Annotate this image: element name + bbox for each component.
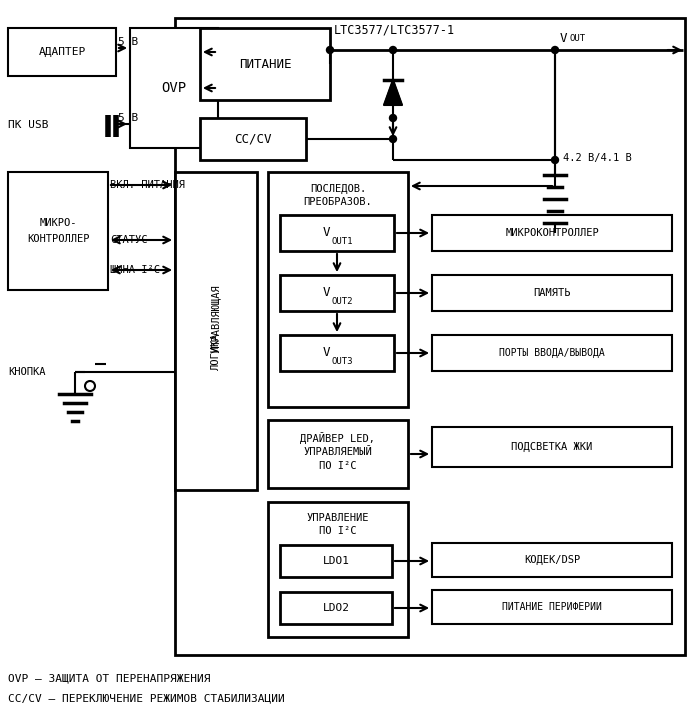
Bar	[280, 275, 394, 311]
Text: КНОПКА: КНОПКА	[8, 367, 46, 377]
Bar	[8, 172, 108, 290]
Text: V: V	[323, 226, 330, 240]
Text: OVP: OVP	[162, 81, 187, 95]
Bar	[432, 275, 672, 311]
Text: V: V	[323, 347, 330, 360]
Text: OUT: OUT	[569, 34, 585, 43]
Text: OUT2: OUT2	[332, 297, 354, 306]
Text: 5 В: 5 В	[118, 37, 139, 47]
Text: ВКЛ. ПИТАНИЯ: ВКЛ. ПИТАНИЯ	[110, 180, 185, 190]
Circle shape	[552, 47, 559, 53]
Text: ПИТАНИЕ: ПИТАНИЕ	[239, 58, 291, 71]
Bar	[268, 502, 408, 637]
Bar	[280, 545, 392, 577]
Polygon shape	[384, 80, 402, 105]
Text: CC/CV: CC/CV	[234, 132, 272, 146]
Text: КОДЕК/DSP: КОДЕК/DSP	[524, 555, 580, 565]
Text: ПИТАНИЕ ПЕРИФЕРИИ: ПИТАНИЕ ПЕРИФЕРИИ	[502, 602, 602, 612]
Text: УПРАВЛЕНИЕ: УПРАВЛЕНИЕ	[307, 513, 370, 523]
Text: ПК USB: ПК USB	[8, 120, 48, 130]
Bar	[280, 215, 394, 251]
Text: КОНТРОЛЛЕР: КОНТРОЛЛЕР	[27, 234, 90, 244]
Text: ПОСЛЕДОВ.: ПОСЛЕДОВ.	[310, 184, 366, 194]
Text: ЛОГИКА: ЛОГИКА	[211, 332, 221, 370]
Text: CC/CV – ПЕРЕКЛЮЧЕНИЕ РЕЖИМОВ СТАБИЛИЗАЦИИ: CC/CV – ПЕРЕКЛЮЧЕНИЕ РЕЖИМОВ СТАБИЛИЗАЦИ…	[8, 693, 285, 703]
Text: ПОРТЫ ВВОДА/ВЫВОДА: ПОРТЫ ВВОДА/ВЫВОДА	[499, 348, 605, 358]
Text: V: V	[560, 31, 568, 44]
Bar	[130, 28, 218, 148]
Bar	[280, 335, 394, 371]
Text: ПО I²C: ПО I²C	[319, 461, 357, 471]
Text: УПРАВЛЯЮЩАЯ: УПРАВЛЯЮЩАЯ	[211, 285, 221, 353]
Text: OVP – ЗАЩИТА ОТ ПЕРЕНАПРЯЖЕНИЯ: OVP – ЗАЩИТА ОТ ПЕРЕНАПРЯЖЕНИЯ	[8, 673, 211, 683]
Bar	[268, 420, 408, 488]
Bar	[432, 543, 672, 577]
Bar	[200, 28, 330, 100]
Text: ШИНА I²C: ШИНА I²C	[110, 265, 160, 275]
Circle shape	[552, 157, 559, 164]
Text: УПРАВЛЯЕМЫЙ: УПРАВЛЯЕМЫЙ	[304, 447, 372, 457]
Bar	[8, 28, 116, 76]
Text: ДРАЙВЕР LED,: ДРАЙВЕР LED,	[300, 432, 375, 444]
Circle shape	[389, 47, 396, 53]
Bar	[280, 592, 392, 624]
Bar	[432, 590, 672, 624]
Text: ПО I²C: ПО I²C	[319, 526, 357, 536]
Bar	[200, 118, 306, 160]
Circle shape	[389, 135, 396, 143]
Bar	[268, 172, 408, 407]
Text: OUT1: OUT1	[332, 237, 354, 246]
Text: LDO2: LDO2	[323, 603, 349, 613]
Text: МИКРОКОНТРОЛЛЕР: МИКРОКОНТРОЛЛЕР	[505, 228, 599, 238]
Text: ПАМЯТЬ: ПАМЯТЬ	[533, 288, 570, 298]
Bar	[175, 172, 257, 490]
Text: V: V	[323, 287, 330, 299]
Text: LTC3577/LTC3577-1: LTC3577/LTC3577-1	[334, 23, 455, 36]
Text: АДАПТЕР: АДАПТЕР	[38, 47, 85, 57]
Text: OUT3: OUT3	[332, 357, 354, 366]
Text: МИКРО-: МИКРО-	[39, 218, 77, 228]
Text: ПОДСВЕТКА ЖКИ: ПОДСВЕТКА ЖКИ	[512, 442, 593, 452]
Circle shape	[85, 381, 95, 391]
Circle shape	[326, 47, 333, 53]
Text: 4.2 В/4.1 В: 4.2 В/4.1 В	[563, 153, 631, 163]
Bar	[432, 215, 672, 251]
Text: 5 В: 5 В	[118, 113, 139, 123]
Bar	[432, 335, 672, 371]
Circle shape	[389, 114, 396, 122]
Text: LDO1: LDO1	[323, 556, 349, 566]
Bar	[432, 427, 672, 467]
Bar	[175, 18, 685, 655]
Text: ПРЕОБРАЗОВ.: ПРЕОБРАЗОВ.	[304, 197, 372, 207]
Text: СТАТУС: СТАТУС	[110, 235, 148, 245]
